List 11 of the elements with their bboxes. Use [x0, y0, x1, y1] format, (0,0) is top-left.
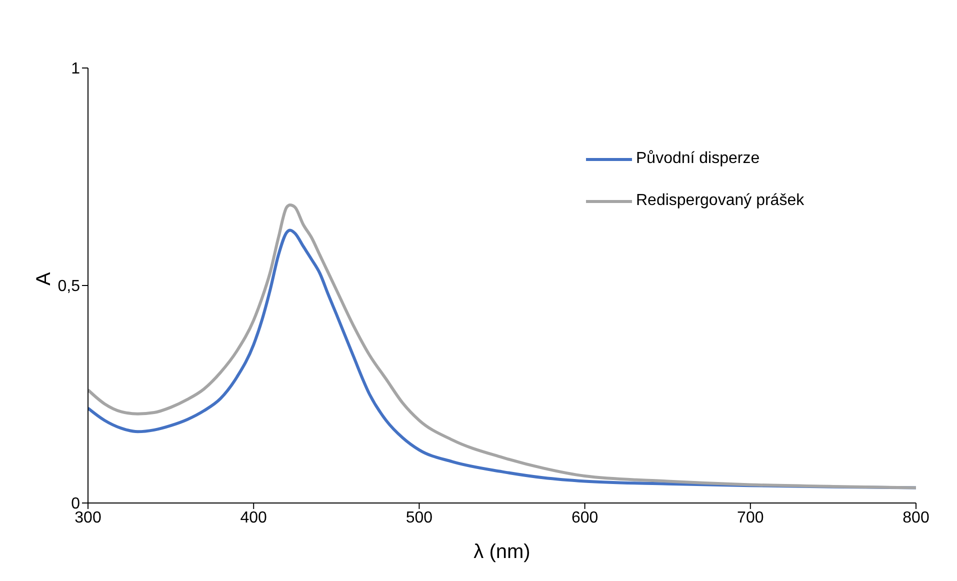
- y-axis-title: A: [33, 272, 56, 286]
- x-tick-label: 500: [406, 509, 433, 526]
- x-tick-label: 400: [240, 509, 268, 526]
- y-tick-label: 0,5: [58, 278, 80, 296]
- x-tick-label: 800: [902, 509, 930, 526]
- x-tick-label: 700: [737, 509, 764, 526]
- legend-label: Původní disperze: [636, 150, 760, 168]
- x-tick-label: 600: [571, 509, 598, 526]
- x-axis-title: λ (nm): [474, 541, 530, 563]
- y-tick-label: 1: [71, 60, 80, 78]
- legend-label: Redispergovaný prášek: [636, 192, 804, 210]
